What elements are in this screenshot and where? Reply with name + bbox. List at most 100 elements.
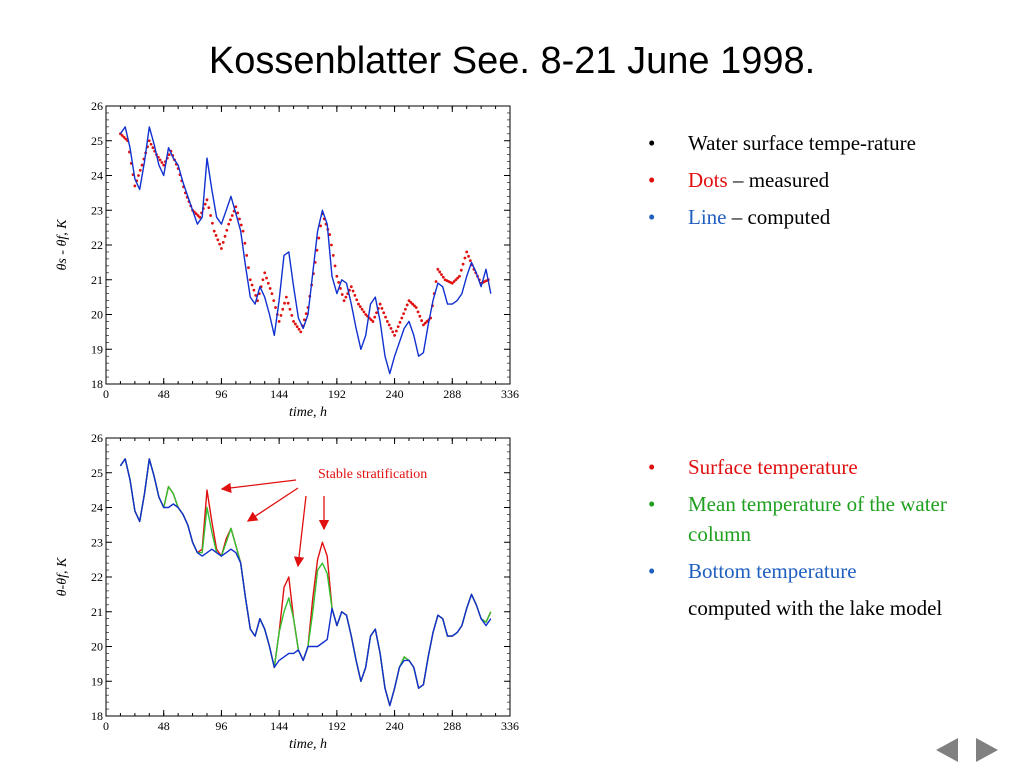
data-point [360,307,364,311]
x-tick-label: 96 [215,719,227,733]
data-point [418,314,422,318]
y-tick-label: 20 [91,640,103,654]
data-point [342,299,346,302]
y-tick-label: 23 [91,535,103,549]
data-point [385,320,389,323]
data-point [133,184,137,188]
bullet-icon: • [648,168,656,192]
data-point [358,305,362,309]
x-axis-label: time, h [289,405,327,420]
x-tick-label: 96 [215,387,227,401]
legend-item: • Water surface tempe-rature [648,128,988,158]
data-point [405,303,409,307]
next-slide-button[interactable] [976,738,998,762]
y-tick-label: 18 [91,377,103,391]
data-point [283,301,286,305]
data-point [458,274,461,278]
bullet-icon: • [648,455,656,479]
data-point [452,280,456,283]
data-point [362,310,366,314]
data-point [223,234,227,238]
data-point [245,254,249,257]
data-point [203,202,207,206]
data-point [137,174,140,177]
y-tick-label: 23 [91,203,103,217]
chart-measured-vs-computed: 0 48 96 144 192 240 288 336 18 19 20 21 22 23 24 25 26 ti… [55,99,519,420]
data-point [371,320,375,323]
data-point [281,307,285,311]
data-point [124,137,128,141]
data-point [422,323,425,327]
data-point [209,214,213,217]
data-point [467,254,470,258]
legend-item: • Surface temperature [648,452,988,482]
data-point [196,214,200,217]
data-point [357,302,360,306]
data-point [339,287,342,290]
data-point [162,163,166,167]
data-point [266,281,270,285]
x-tick-label: 288 [443,387,461,401]
data-point [423,321,427,325]
data-point [284,295,288,299]
data-point [389,327,393,330]
data-point [375,311,378,315]
data-point [403,307,407,311]
data-point [268,287,272,290]
legend-item: • Line – computed [648,202,988,232]
data-point [468,259,472,263]
data-point [272,299,276,302]
data-point [254,293,258,297]
data-point [214,234,218,237]
data-point [407,299,411,302]
data-point [247,266,250,269]
data-point [120,134,124,137]
slide-navigation [936,738,998,762]
y-tick-label: 26 [91,99,103,113]
data-point [205,198,209,202]
data-point [330,243,333,247]
data-point [373,315,377,319]
data-point [317,236,321,240]
annotation-arrow [293,495,307,568]
y-tick-label: 18 [91,709,103,723]
data-point [225,228,229,232]
data-point [138,168,142,172]
data-point [349,285,353,289]
bullet-icon: • [648,492,656,516]
data-point [243,241,247,245]
data-point [140,163,144,167]
data-point [319,224,323,228]
data-point [158,158,162,162]
data-point [265,276,268,280]
data-point [378,302,382,306]
data-point [425,320,429,323]
data-point [459,268,463,272]
data-point [337,280,341,284]
x-tick-label: 144 [270,387,288,401]
legend-item: • Dots – measured [648,165,988,195]
data-point [456,276,460,280]
annotation-arrow [246,487,299,522]
data-point [420,319,424,322]
previous-slide-button[interactable] [936,738,958,762]
data-point [227,222,231,226]
legend-text: Water surface tempe-rature [688,131,916,155]
bullet-icon: • [648,559,656,583]
legend-text: Dots [688,168,728,192]
data-point [414,306,418,309]
bullet-icon: • [648,205,656,229]
data-point [286,301,290,305]
data-point [207,206,211,210]
data-point [250,283,254,287]
data-point [393,333,396,337]
y-tick-label: 26 [91,431,103,445]
data-point [221,240,225,244]
data-point [440,273,443,276]
data-point [413,304,416,308]
data-point [194,212,198,216]
data-point [400,316,404,320]
data-point [463,256,467,260]
legend-panel-top: • Water surface tempe-rature • Dots – measu… [648,128,988,239]
data-point [411,302,415,306]
